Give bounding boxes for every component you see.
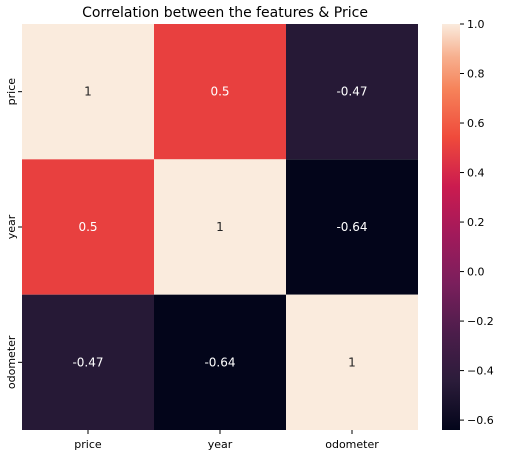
colorbar-gradient	[442, 24, 460, 430]
chart-title: Correlation between the features & Price	[82, 5, 368, 21]
heatmap-cell	[154, 294, 286, 430]
x-axis-tick-label: year	[208, 438, 233, 451]
colorbar-tick-label: 0.0	[467, 266, 485, 279]
heatmap-cells	[22, 24, 418, 430]
colorbar-tick-label: −0.4	[467, 365, 494, 378]
heatmap-cell-label: 1	[216, 220, 224, 234]
colorbar-tick-label: 0.8	[467, 68, 485, 81]
heatmap-cell-label: -0.64	[336, 220, 367, 234]
colorbar-tick-label: 0.2	[467, 216, 485, 229]
heatmap-cell	[22, 294, 154, 430]
heatmap-cell-label: -0.47	[72, 355, 103, 369]
heatmap-cell-labels: 1 0.5 -0.47 0.5 1 -0.64 -0.47 -0.64 1	[72, 85, 367, 370]
heatmap-cell-label: -0.64	[204, 355, 235, 369]
heatmap-cell	[22, 24, 154, 160]
heatmap-cell-label: 0.5	[210, 85, 229, 99]
colorbar-tick-label: 0.4	[467, 167, 485, 180]
y-axis-tick-label: odometer	[5, 335, 18, 389]
x-axis-tick-label: price	[74, 438, 102, 451]
colorbar-tick-label: 0.6	[467, 117, 485, 130]
x-axis: price year odometer	[74, 430, 379, 451]
heatmap-cell-label: 1	[348, 355, 356, 369]
colorbar: 1.0 0.8 0.6 0.4 0.2 0.0 −0.2 −0.4 −0.6	[442, 18, 494, 430]
heatmap-cell	[286, 294, 418, 430]
colorbar-tick-label: 1.0	[467, 18, 485, 31]
x-axis-tick-label: odometer	[325, 438, 379, 451]
heatmap-cell	[286, 24, 418, 160]
heatmap-cell	[22, 159, 154, 295]
y-axis-tick-label: year	[5, 214, 18, 239]
heatmap-cell	[154, 159, 286, 295]
heatmap-cell-label: -0.47	[336, 85, 367, 99]
y-axis: price year odometer	[5, 78, 22, 389]
colorbar-tick-label: −0.2	[467, 315, 494, 328]
y-axis-tick-label: price	[5, 78, 18, 106]
colorbar-ticks: 1.0 0.8 0.6 0.4 0.2 0.0 −0.2 −0.4 −0.6	[460, 18, 494, 427]
heatmap-cell	[286, 159, 418, 295]
colorbar-tick-label: −0.6	[467, 414, 494, 427]
heatmap-cell-label: 1	[84, 85, 92, 99]
heatmap-cell	[154, 24, 286, 160]
heatmap-cell-label: 0.5	[78, 220, 97, 234]
